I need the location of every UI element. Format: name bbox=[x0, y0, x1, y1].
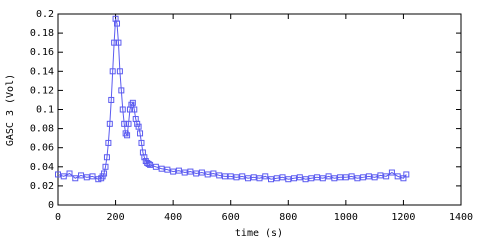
data-point bbox=[109, 68, 116, 75]
data-point bbox=[83, 174, 90, 181]
data-point bbox=[175, 167, 182, 174]
data-point bbox=[268, 176, 275, 183]
data-point bbox=[170, 168, 177, 175]
data-point bbox=[106, 120, 113, 127]
data-point bbox=[239, 173, 246, 180]
data-point bbox=[227, 173, 234, 180]
data-point bbox=[302, 176, 309, 183]
data-point bbox=[273, 175, 280, 182]
data-point bbox=[337, 174, 344, 181]
data-line bbox=[57, 18, 407, 180]
data-point bbox=[256, 175, 263, 182]
y-tick-label: 0.06 bbox=[30, 143, 54, 154]
x-tick-label: 1400 bbox=[449, 212, 473, 223]
x-tick-label: 0 bbox=[55, 212, 61, 223]
data-point bbox=[119, 106, 126, 113]
data-point bbox=[137, 130, 144, 137]
data-point bbox=[105, 139, 112, 146]
y-tick-label: 0.04 bbox=[30, 162, 54, 173]
y-tick-label: 0.14 bbox=[30, 66, 54, 77]
data-point bbox=[388, 169, 395, 176]
data-point bbox=[124, 132, 131, 139]
data-point bbox=[354, 175, 361, 182]
data-point bbox=[102, 163, 109, 170]
data-point bbox=[89, 173, 96, 180]
data-point bbox=[103, 154, 110, 161]
x-tick-label: 1200 bbox=[391, 212, 415, 223]
data-point bbox=[325, 173, 332, 180]
y-tick-label: 0.02 bbox=[30, 181, 54, 192]
y-tick-label: 0.12 bbox=[30, 85, 54, 96]
data-point bbox=[141, 154, 148, 161]
data-point bbox=[319, 175, 326, 182]
y-tick-label: 0.16 bbox=[30, 47, 54, 58]
data-point bbox=[360, 174, 367, 181]
data-point bbox=[108, 96, 115, 103]
y-tick-label: 0.2 bbox=[36, 9, 54, 20]
data-point bbox=[125, 120, 132, 127]
data-point bbox=[72, 175, 79, 182]
x-axis-title: time (s) bbox=[235, 228, 283, 239]
data-point bbox=[122, 130, 129, 137]
data-point bbox=[115, 39, 122, 46]
y-tick-label: 0.18 bbox=[30, 28, 54, 39]
data-point bbox=[55, 171, 61, 178]
data-point bbox=[121, 120, 128, 127]
data-point bbox=[262, 173, 269, 180]
data-point bbox=[78, 172, 85, 179]
data-point bbox=[314, 174, 321, 181]
data-point bbox=[152, 163, 159, 170]
data-point bbox=[244, 175, 251, 182]
data-point bbox=[285, 176, 292, 183]
y-tick-label: 0 bbox=[48, 200, 54, 211]
data-point bbox=[216, 172, 223, 179]
data-point bbox=[131, 106, 138, 113]
data-point bbox=[181, 169, 188, 176]
data-point bbox=[250, 174, 257, 181]
data-point bbox=[210, 170, 217, 177]
data-point bbox=[147, 161, 154, 168]
data-point bbox=[135, 123, 142, 130]
data-point bbox=[403, 171, 410, 178]
data-point bbox=[348, 173, 355, 180]
data-point bbox=[279, 174, 286, 181]
data-point bbox=[66, 170, 73, 177]
data-point bbox=[296, 174, 303, 181]
data-point bbox=[145, 160, 152, 167]
x-tick-label: 1000 bbox=[334, 212, 358, 223]
data-point bbox=[111, 39, 118, 46]
data-point bbox=[60, 173, 67, 180]
y-axis-title: GASC 3 (Vol) bbox=[5, 74, 16, 146]
data-point bbox=[187, 168, 194, 175]
data-point bbox=[158, 165, 165, 172]
data-point bbox=[114, 20, 121, 27]
data-point bbox=[221, 173, 228, 180]
data-point bbox=[129, 99, 136, 106]
data-point bbox=[394, 173, 401, 180]
data-point bbox=[118, 87, 125, 94]
data-point bbox=[291, 175, 298, 182]
data-point bbox=[331, 175, 338, 182]
data-point bbox=[101, 170, 108, 177]
data-point bbox=[377, 172, 384, 179]
y-tick-label: 0.1 bbox=[36, 105, 54, 116]
data-point bbox=[193, 170, 200, 177]
data-point bbox=[371, 174, 378, 181]
data-point bbox=[198, 169, 205, 176]
data-point bbox=[308, 175, 315, 182]
data-point bbox=[365, 173, 372, 180]
data-point bbox=[138, 139, 145, 146]
data-point bbox=[342, 174, 349, 181]
y-tick-label: 0.08 bbox=[30, 124, 54, 135]
data-point bbox=[204, 171, 211, 178]
data-point bbox=[383, 173, 390, 180]
x-tick-label: 600 bbox=[222, 212, 240, 223]
x-tick-label: 200 bbox=[107, 212, 125, 223]
data-point bbox=[116, 68, 123, 75]
data-point bbox=[233, 174, 240, 181]
x-tick-label: 800 bbox=[279, 212, 297, 223]
data-point bbox=[164, 166, 171, 173]
x-tick-label: 400 bbox=[164, 212, 182, 223]
